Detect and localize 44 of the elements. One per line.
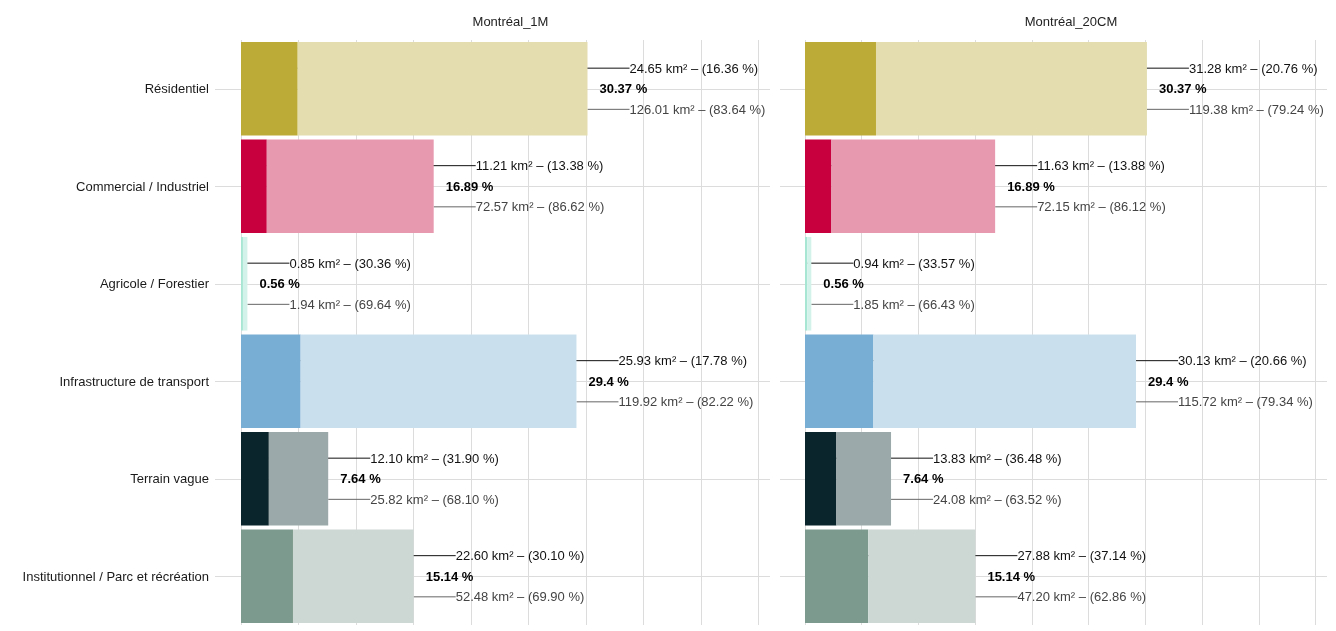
data-label: 119.38 km² – (79.24 %) [1188,101,1324,117]
data-label: 0.94 km² – (33.57 %) [853,255,975,271]
data-label: 72.15 km² – (86.12 %) [1037,199,1166,215]
data-label: 27.88 km² – (37.14 %) [1017,548,1147,564]
annotation: 7.64 % [340,471,382,487]
data-label: 47.20 km² – (62.86 %) [1017,589,1147,605]
y-tick-label: Agricole / Forestier [99,276,210,292]
data-label: 119.92 km² – (82.22 %) [618,394,754,410]
annotation: 0.56 % [823,276,865,292]
data-label: 115.72 km² – (79.34 %) [1178,394,1313,410]
annotation: 29.4 % [1148,373,1189,389]
annotation: 15.14 % [425,568,474,584]
data-label: 126.01 km² – (83.64 %) [629,101,766,117]
y-tick-label: Institutionnel / Parc et récréation [22,568,209,584]
data-label: 25.82 km² – (68.10 %) [370,491,499,507]
data-label: 1.94 km² – (69.64 %) [289,296,411,312]
annotation: 16.89 % [1007,178,1056,194]
data-label: 22.60 km² – (30.10 %) [455,548,585,564]
y-tick-label: Résidentiel [144,81,210,97]
y-tick-label: Commercial / Industriel [76,178,210,194]
data-label: 11.63 km² – (13.88 %) [1037,158,1165,174]
annotation: 16.89 % [445,178,494,194]
chart-title: Montréal_20CM [1024,14,1118,29]
data-label: 1.85 km² – (66.43 %) [853,296,975,312]
data-label: 11.21 km² – (13.38 %) [475,158,604,174]
data-label: 52.48 km² – (69.90 %) [455,589,585,605]
data-label: 24.65 km² – (16.36 %) [629,60,759,76]
data-label: 0.85 km² – (30.36 %) [289,255,411,271]
y-tick-label: Infrastructure de transport [59,373,210,389]
data-label: 24.08 km² – (63.52 %) [933,491,1062,507]
data-label: 31.28 km² – (20.76 %) [1188,60,1318,76]
chart-title: Montréal_1M [472,14,549,29]
annotation: 30.37 % [1158,81,1208,97]
y-tick-label: Terrain vague [130,471,209,487]
annotation: 7.64 % [903,471,944,487]
annotation: 29.4 % [588,373,630,389]
annotation: 15.14 % [987,568,1036,584]
data-label: 13.83 km² – (36.48 %) [933,450,1062,466]
data-label: 12.10 km² – (31.90 %) [370,450,499,466]
annotation: 0.56 % [259,276,301,292]
data-label: 25.93 km² – (17.78 %) [618,353,748,369]
data-label: 30.13 km² – (20.66 %) [1178,353,1307,369]
annotation: 30.37 % [599,81,648,97]
data-label: 72.57 km² – (86.62 %) [475,199,605,215]
